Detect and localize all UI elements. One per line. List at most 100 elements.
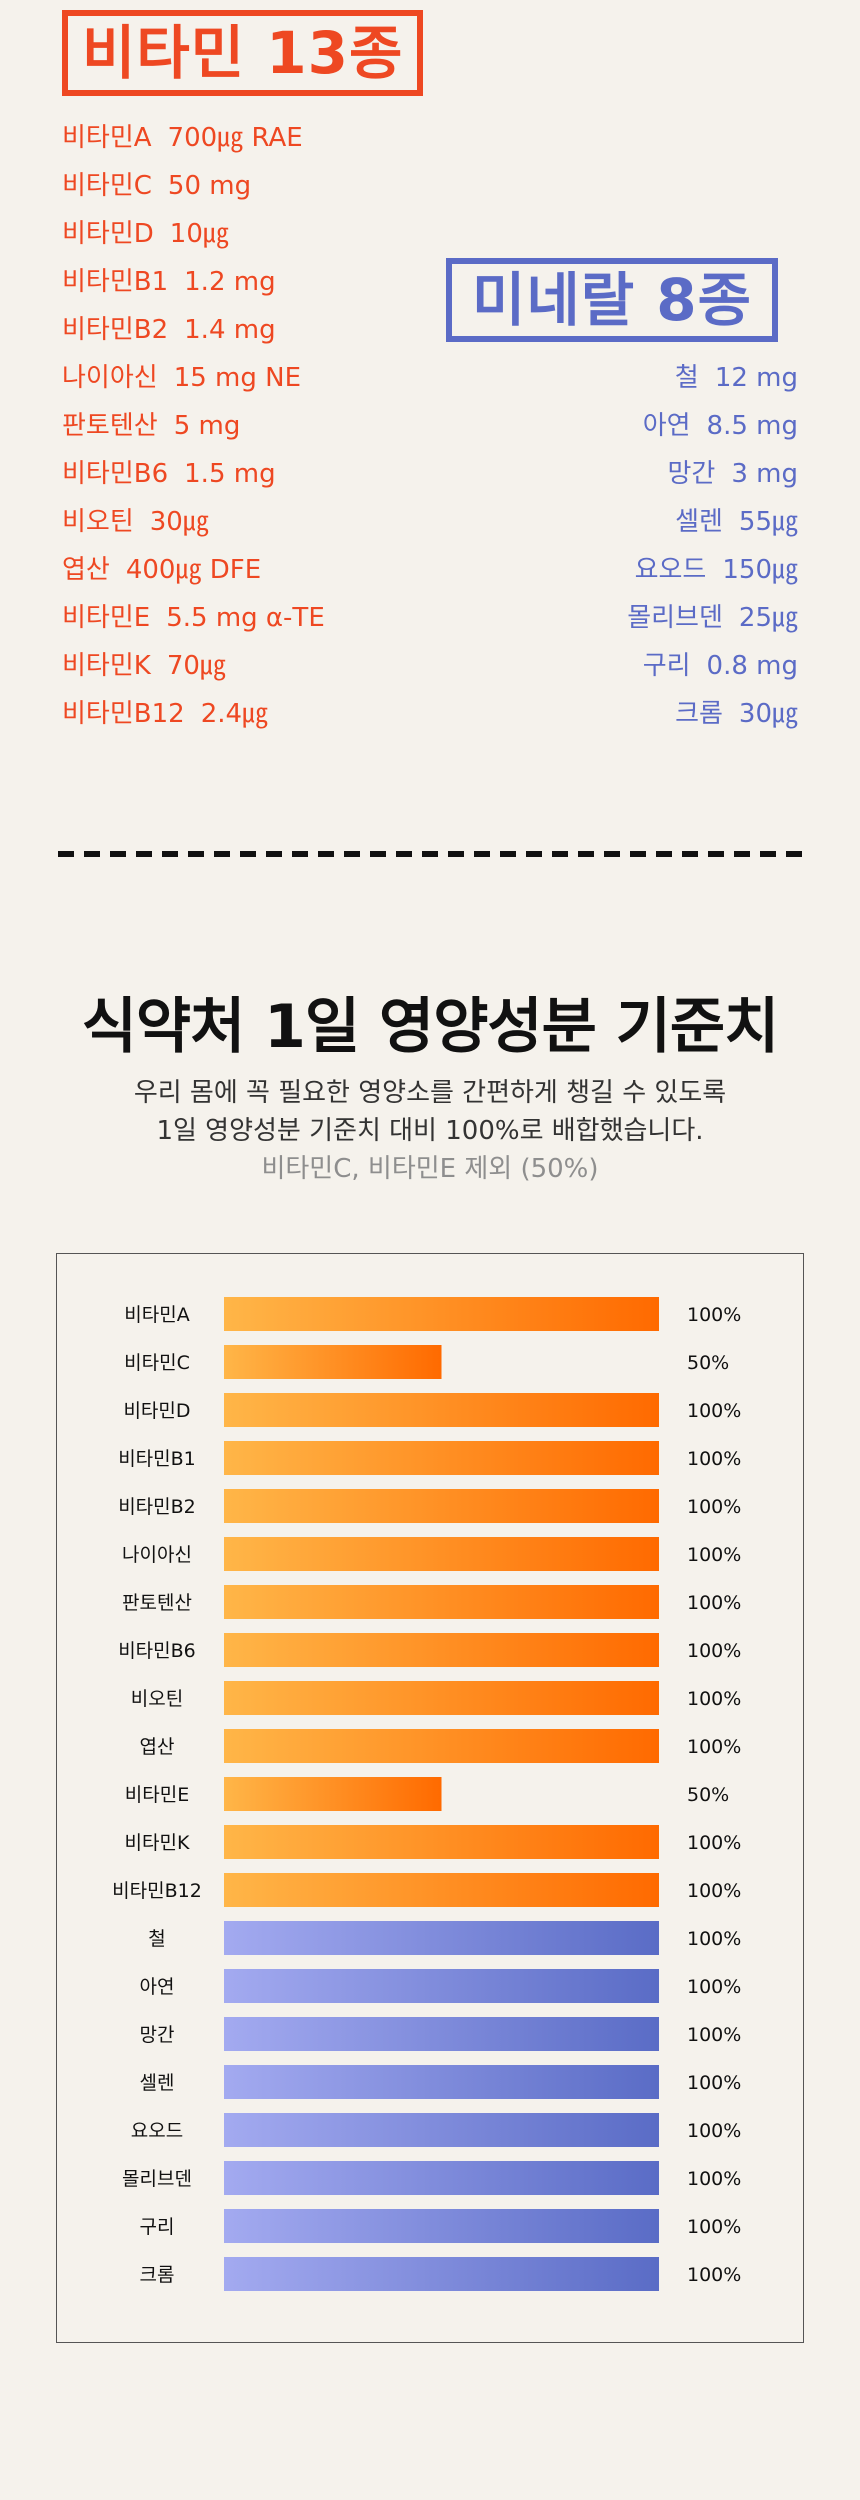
bar — [224, 1441, 659, 1475]
nutrient-bar-chart: 비타민A 100% 비타민C 50% 비타민D 100% 비타민B1 100% 비타민B2 100… — [56, 1253, 804, 2343]
bar-category-label: 철 — [148, 1928, 165, 1950]
vitamin-item: 엽산 400㎍ DFE — [62, 546, 325, 594]
bar-category-label: 판토텐산 — [122, 1592, 192, 1614]
bar — [224, 1633, 659, 1667]
vitamin-amount: 400㎍ DFE — [125, 555, 262, 585]
bar — [224, 2017, 659, 2051]
vitamin-amount: 30㎍ — [149, 507, 209, 537]
bar-category-label: 크롬 — [140, 2264, 175, 2286]
bar-category-label: 비타민B1 — [118, 1448, 196, 1470]
bar-category-label: 몰리브덴 — [122, 2168, 192, 2190]
bar-category-label: 비타민B12 — [112, 1880, 202, 1902]
vitamin-amount: 1.5 mg — [184, 459, 276, 489]
bar-category-label: 비타민A — [124, 1304, 189, 1326]
vitamin-item: 비타민B1 1.2 mg — [62, 258, 325, 306]
bar — [224, 1393, 659, 1427]
vitamin-name: 비오틴 — [62, 507, 134, 537]
vitamin-name: 엽산 — [62, 555, 110, 585]
mineral-item: 몰리브덴 25㎍ — [627, 594, 798, 642]
mineral-item: 셀렌 55㎍ — [627, 498, 798, 546]
bar-value-label: 100% — [687, 2120, 741, 2142]
bar-category-label: 비타민C — [124, 1352, 190, 1374]
mineral-item: 요오드 150㎍ — [627, 546, 798, 594]
bar-value-label: 100% — [687, 1448, 741, 1470]
bar-value-label: 100% — [687, 1976, 741, 1998]
mineral-section-title: 미네랄 8종 — [446, 258, 778, 342]
bar-category-label: 비타민E — [125, 1784, 189, 1806]
bar — [224, 1873, 659, 1907]
mineral-item: 망간 3 mg — [627, 450, 798, 498]
mineral-name: 요오드 — [634, 555, 707, 585]
mineral-item: 구리 0.8 mg — [627, 642, 798, 690]
vitamin-name: 비타민D — [62, 219, 154, 249]
vitamin-name: 판토텐산 — [62, 411, 158, 441]
mineral-name: 셀렌 — [675, 507, 723, 537]
bar-category-label: 비오틴 — [131, 1688, 183, 1710]
mineral-amount: 12 mg — [714, 363, 798, 393]
bar-value-label: 100% — [687, 1496, 741, 1518]
bar — [224, 2257, 659, 2291]
vitamin-list: 비타민A 700㎍ RAE 비타민C 50 mg 비타민D 10㎍ 비타민B1 1.2 mg 비… — [62, 114, 325, 738]
vitamin-item: 비타민K 70㎍ — [62, 642, 325, 690]
bar-value-label: 100% — [687, 2168, 741, 2190]
bar-category-label: 셀렌 — [140, 2072, 175, 2094]
bar-value-label: 50% — [687, 1784, 729, 1806]
vitamin-item: 비타민C 50 mg — [62, 162, 325, 210]
bar-value-label: 100% — [687, 2264, 741, 2286]
vitamin-item: 비타민B12 2.4㎍ — [62, 690, 325, 738]
mineral-name: 몰리브덴 — [627, 603, 723, 633]
bar-category-label: 아연 — [140, 1976, 175, 1998]
description: 우리 몸에 꼭 필요한 영양소를 간편하게 챙길 수 있도록 1일 영양성분 기… — [0, 1074, 860, 1150]
bar — [224, 1489, 659, 1523]
bar — [224, 1537, 659, 1571]
bar-category-label: 비타민B6 — [118, 1640, 196, 1662]
bar — [224, 1297, 659, 1331]
mineral-amount: 25㎍ — [738, 603, 798, 633]
bar — [224, 2113, 659, 2147]
vitamin-item: 비타민B6 1.5 mg — [62, 450, 325, 498]
vitamin-amount: 1.2 mg — [184, 267, 276, 297]
bar — [224, 1681, 659, 1715]
bar-category-label: 엽산 — [140, 1736, 175, 1758]
vitamin-name: 비타민B2 — [62, 315, 169, 345]
mineral-name: 크롬 — [675, 699, 723, 729]
mineral-amount: 150㎍ — [722, 555, 798, 585]
mineral-amount: 30㎍ — [738, 699, 798, 729]
vitamin-item: 비타민A 700㎍ RAE — [62, 114, 325, 162]
mineral-amount: 0.8 mg — [706, 651, 798, 681]
vitamin-item: 비오틴 30㎍ — [62, 498, 325, 546]
bar — [224, 2161, 659, 2195]
vitamin-amount: 1.4 mg — [184, 315, 276, 345]
bar — [224, 2209, 659, 2243]
vitamin-item: 비타민E 5.5 mg α-TE — [62, 594, 325, 642]
bar-category-label: 구리 — [140, 2216, 175, 2238]
bar — [224, 1729, 659, 1763]
bar-category-label: 비타민B2 — [118, 1496, 196, 1518]
vitamin-name: 비타민E — [62, 603, 151, 633]
vitamin-item: 나이아신 15 mg NE — [62, 354, 325, 402]
bar — [224, 1921, 659, 1955]
vitamin-item: 판토텐산 5 mg — [62, 402, 325, 450]
bar-value-label: 100% — [687, 1304, 741, 1326]
bar — [224, 1969, 659, 2003]
vitamin-section-title: 비타민 13종 — [62, 10, 424, 96]
mineral-item: 아연 8.5 mg — [627, 402, 798, 450]
vitamin-amount: 2.4㎍ — [200, 699, 269, 729]
exception-note: 비타민C, 비타민E 제외 (50%) — [261, 1154, 599, 1184]
vitamin-amount: 10㎍ — [169, 219, 229, 249]
page-title: 식약처 1일 영양성분 기준치 — [81, 992, 780, 1062]
bar-value-label: 100% — [687, 1688, 741, 1710]
vitamin-name: 비타민B12 — [62, 699, 185, 729]
mineral-name: 아연 — [642, 411, 691, 441]
vitamin-item: 비타민B2 1.4 mg — [62, 306, 325, 354]
bar — [224, 1825, 659, 1859]
vitamin-amount: 5.5 mg α-TE — [166, 603, 325, 633]
bar-value-label: 100% — [687, 1544, 741, 1566]
bar-value-label: 100% — [687, 1928, 741, 1950]
bar — [224, 1585, 659, 1619]
vitamin-amount: 15 mg NE — [173, 363, 302, 393]
vitamin-name: 비타민B6 — [62, 459, 169, 489]
vitamin-amount: 700㎍ RAE — [167, 123, 303, 153]
bar — [224, 1345, 442, 1379]
vitamin-amount: 70㎍ — [166, 651, 226, 681]
